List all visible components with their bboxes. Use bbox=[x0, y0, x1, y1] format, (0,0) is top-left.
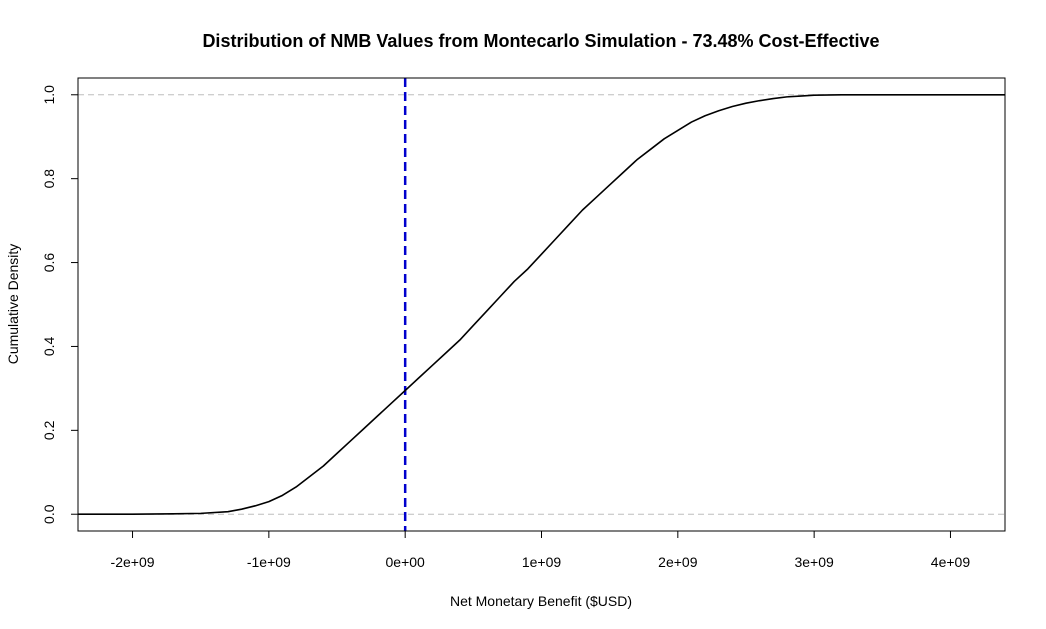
x-tick-label: 2e+09 bbox=[658, 554, 698, 570]
y-tick-label: 1.0 bbox=[41, 85, 57, 105]
plot-line-group bbox=[78, 93, 1005, 516]
plot-frame bbox=[77, 77, 1006, 532]
y-axis-label: Cumulative Density bbox=[5, 244, 21, 365]
reference-lines bbox=[78, 78, 1005, 531]
y-tick-label: 0.6 bbox=[41, 253, 57, 273]
cdf-line bbox=[78, 93, 1005, 516]
chart-title: Distribution of NMB Values from Montecar… bbox=[202, 31, 879, 51]
y-tick-label: 0.8 bbox=[41, 169, 57, 189]
x-axis: -2e+09 -1e+09 0e+00 1e+09 2e+09 3e+09 4e+09 bbox=[111, 530, 971, 570]
y-tick-label: 0.0 bbox=[41, 504, 57, 524]
x-tick-label: 1e+09 bbox=[522, 554, 562, 570]
x-tick-label: -2e+09 bbox=[111, 554, 155, 570]
x-tick-label: -1e+09 bbox=[247, 554, 291, 570]
y-axis: 0.0 0.2 0.4 0.6 0.8 1.0 bbox=[41, 85, 79, 524]
x-axis-label: Net Monetary Benefit ($USD) bbox=[450, 593, 632, 609]
x-tick-label: 0e+00 bbox=[386, 554, 426, 570]
y-tick-label: 0.2 bbox=[41, 420, 57, 440]
y-tick-label: 0.4 bbox=[41, 336, 57, 356]
x-tick-label: 4e+09 bbox=[931, 554, 971, 570]
x-tick-label: 3e+09 bbox=[794, 554, 834, 570]
